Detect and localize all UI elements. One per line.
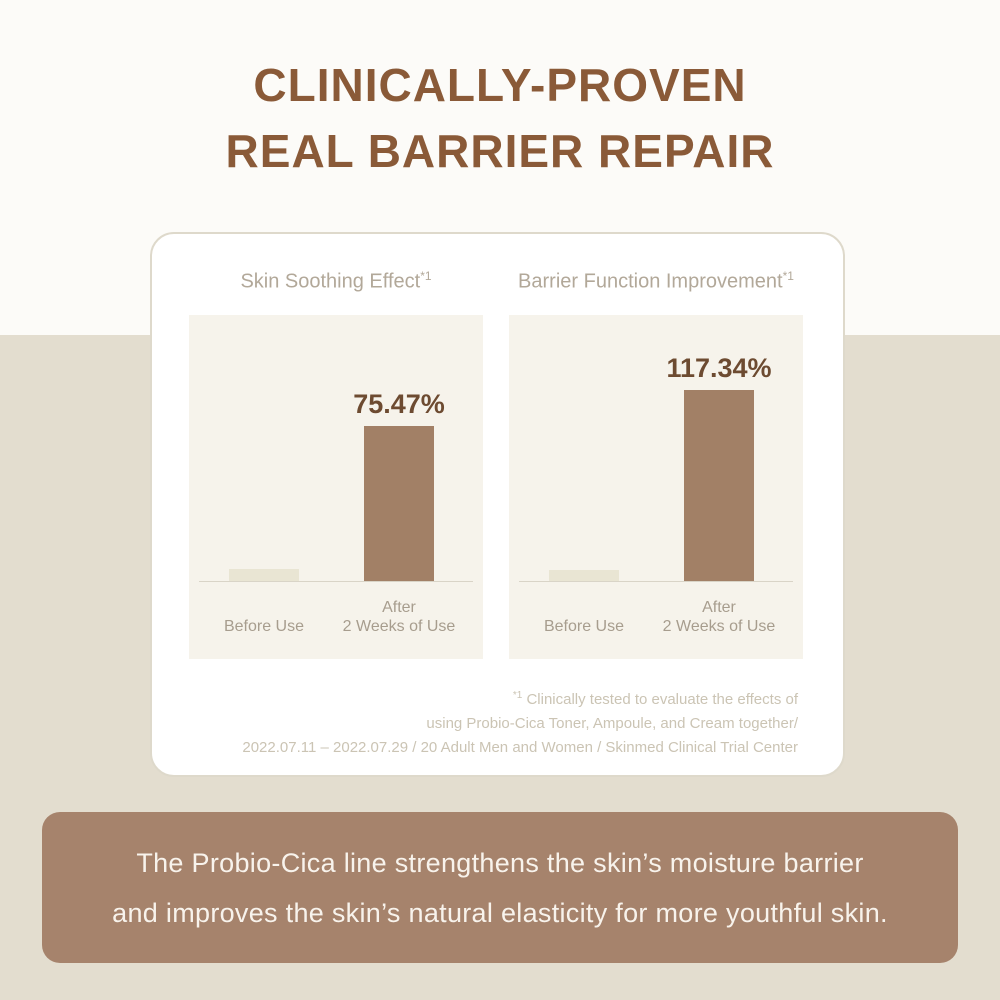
footnote-line: 2022.07.11 – 2022.07.29 / 20 Adult Men a… <box>242 739 798 756</box>
page-title-line2: REAL BARRIER REPAIR <box>225 125 775 177</box>
x-axis-line <box>199 581 473 582</box>
chart-title-text: Barrier Function Improvement <box>518 270 783 293</box>
chart-skin-soothing: Skin Soothing Effect*1 75.47% Before Use… <box>189 264 483 659</box>
bar-before-use <box>229 569 299 581</box>
value-label: 117.34% <box>666 353 772 383</box>
chart-title: Barrier Function Improvement*1 <box>509 264 803 293</box>
banner-line2: and improves the skin’s natural elastici… <box>112 897 888 928</box>
chart-barrier-function: Barrier Function Improvement*1 117.34% B… <box>509 264 803 659</box>
page-title: CLINICALLY-PROVEN REAL BARRIER REPAIR <box>0 52 1000 184</box>
value-label: 75.47% <box>353 389 445 419</box>
footnote-line: *1 Clinically tested to evaluate the eff… <box>512 690 798 708</box>
results-card: Skin Soothing Effect*1 75.47% Before Use… <box>150 232 845 777</box>
x-axis-line <box>519 581 793 582</box>
chart-title-sup: *1 <box>420 269 432 283</box>
chart-title-sup: *1 <box>782 269 794 283</box>
chart-panel: 117.34% Before Use After 2 Weeks of Use <box>509 315 803 659</box>
footnote-sup: *1 <box>512 690 523 701</box>
x-label-after: After 2 Weeks of Use <box>342 599 456 635</box>
banner-line1: The Probio-Cica line strengthens the ski… <box>136 847 864 878</box>
footnote-line: using Probio-Cica Toner, Ampoule, and Cr… <box>426 715 798 732</box>
x-label-before: Before Use <box>543 618 625 635</box>
chart-panel: 75.47% Before Use After 2 Weeks of Use <box>189 315 483 659</box>
page-title-line1: CLINICALLY-PROVEN <box>253 59 747 111</box>
bar-after-use <box>684 390 754 581</box>
clinical-trial-footnote: *1 Clinically tested to evaluate the eff… <box>192 684 798 760</box>
bar-before-use <box>549 570 619 581</box>
chart-title-text: Skin Soothing Effect <box>240 270 421 293</box>
bar-after-use <box>364 426 434 581</box>
x-label-before: Before Use <box>223 618 305 635</box>
bottom-claim-banner: The Probio-Cica line strengthens the ski… <box>42 812 958 963</box>
chart-title: Skin Soothing Effect*1 <box>189 264 483 293</box>
x-label-after: After 2 Weeks of Use <box>662 599 776 635</box>
